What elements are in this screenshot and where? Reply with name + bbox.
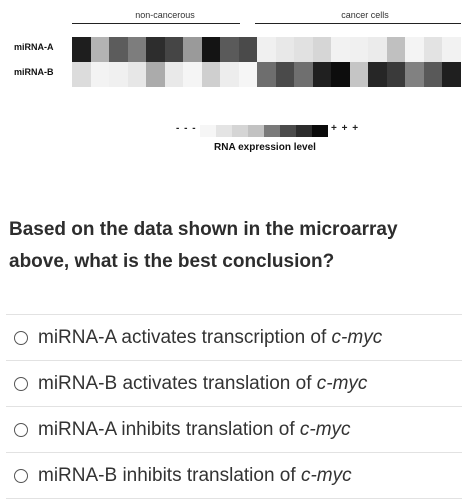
heatmap-cell <box>368 62 387 87</box>
radio-button-icon[interactable] <box>14 376 28 391</box>
heatmap-cell <box>183 37 202 62</box>
radio-button-icon[interactable] <box>14 422 28 437</box>
row-label-mirna-b: miRNA-B <box>14 67 54 77</box>
heatmap-cell <box>127 62 147 87</box>
heatmap-cell <box>349 62 369 87</box>
heatmap-cell <box>405 37 424 62</box>
heatmap-cell <box>109 62 128 87</box>
group-label-noncancerous: non-cancerous <box>135 10 195 20</box>
answer-option-4[interactable]: miRNA-B inhibits translation of c-myc <box>6 452 462 499</box>
question-text: Based on the data shown in the microarra… <box>9 219 398 272</box>
heatmap-cell <box>312 62 332 87</box>
answer-options: miRNA-A activates transcription of c-myc… <box>6 314 462 499</box>
gene-name: c-myc <box>316 372 368 394</box>
heatmap-cell <box>220 37 239 62</box>
heatmap-cell <box>201 37 221 62</box>
heatmap-cell <box>423 62 443 87</box>
heatmap-cell <box>349 37 369 62</box>
heatmap-cell <box>72 62 91 87</box>
heatmap-cell <box>423 37 443 62</box>
heatmap-cell <box>312 37 332 62</box>
heatmap-cell <box>164 62 184 87</box>
answer-option-1[interactable]: miRNA-A activates transcription of c-myc <box>6 314 462 360</box>
heatmap-cell <box>386 62 406 87</box>
heatmap-cell <box>146 62 165 87</box>
legend-high-symbol: + + + <box>331 123 360 134</box>
heatmap-cell <box>146 37 165 62</box>
heatmap-cell <box>201 62 221 87</box>
group-label-cancer: cancer cells <box>341 10 389 20</box>
legend-swatch <box>296 125 312 137</box>
answer-option-2[interactable]: miRNA-B activates translation of c-myc <box>6 360 462 406</box>
radio-button-icon[interactable] <box>14 468 28 483</box>
option-label: miRNA-A inhibits translation of c-myc <box>38 418 351 440</box>
microarray-figure: non-cancerous cancer cells miRNA-A miRNA… <box>0 0 474 170</box>
gene-name: c-myc <box>331 326 383 348</box>
heatmap-cell <box>442 62 461 87</box>
heatmap-cell <box>90 62 110 87</box>
legend-swatch <box>216 125 232 137</box>
legend-low-symbol: - - - <box>176 123 197 134</box>
heatmap-cell <box>331 62 350 87</box>
legend-swatch <box>312 125 328 137</box>
row-label-mirna-a: miRNA-A <box>14 42 54 52</box>
radio-button-icon[interactable] <box>14 330 28 345</box>
group-bracket-noncancerous <box>72 23 240 24</box>
legend-swatch <box>232 125 248 137</box>
heatmap-cell <box>220 62 239 87</box>
heatmap-cell <box>331 37 350 62</box>
heatmap-cell <box>257 62 276 87</box>
legend-swatch <box>200 125 216 137</box>
legend-swatch <box>248 125 264 137</box>
group-bracket-cancer <box>255 23 461 24</box>
heatmap-cell <box>294 62 313 87</box>
legend-swatch <box>280 125 296 137</box>
option-label: miRNA-B inhibits translation of c-myc <box>38 464 352 486</box>
heatmap-cell <box>238 62 258 87</box>
heatmap-cell <box>442 37 461 62</box>
option-label: miRNA-A activates transcription of c-myc <box>38 326 383 348</box>
heatmap-cell <box>127 37 147 62</box>
legend-title: RNA expression level <box>214 142 316 153</box>
heatmap-cell <box>275 62 295 87</box>
heatmap-cell <box>294 37 313 62</box>
heatmap-cell <box>257 37 276 62</box>
heatmap-cell <box>275 37 295 62</box>
heatmap-cell <box>238 37 258 62</box>
heatmap-cell <box>164 37 184 62</box>
heatmap-cell <box>109 37 128 62</box>
heatmap-cell <box>386 37 406 62</box>
answer-option-3[interactable]: miRNA-A inhibits translation of c-myc <box>6 406 462 452</box>
heatmap-cell <box>405 62 424 87</box>
heatmap-cell <box>72 37 91 62</box>
option-label: miRNA-B activates translation of c-myc <box>38 372 368 394</box>
heatmap-cell <box>90 37 110 62</box>
heatmap-cell <box>368 37 387 62</box>
heatmap-cell <box>183 62 202 87</box>
legend-swatch <box>264 125 280 137</box>
gene-name: c-myc <box>299 418 351 440</box>
gene-name: c-myc <box>300 464 352 486</box>
